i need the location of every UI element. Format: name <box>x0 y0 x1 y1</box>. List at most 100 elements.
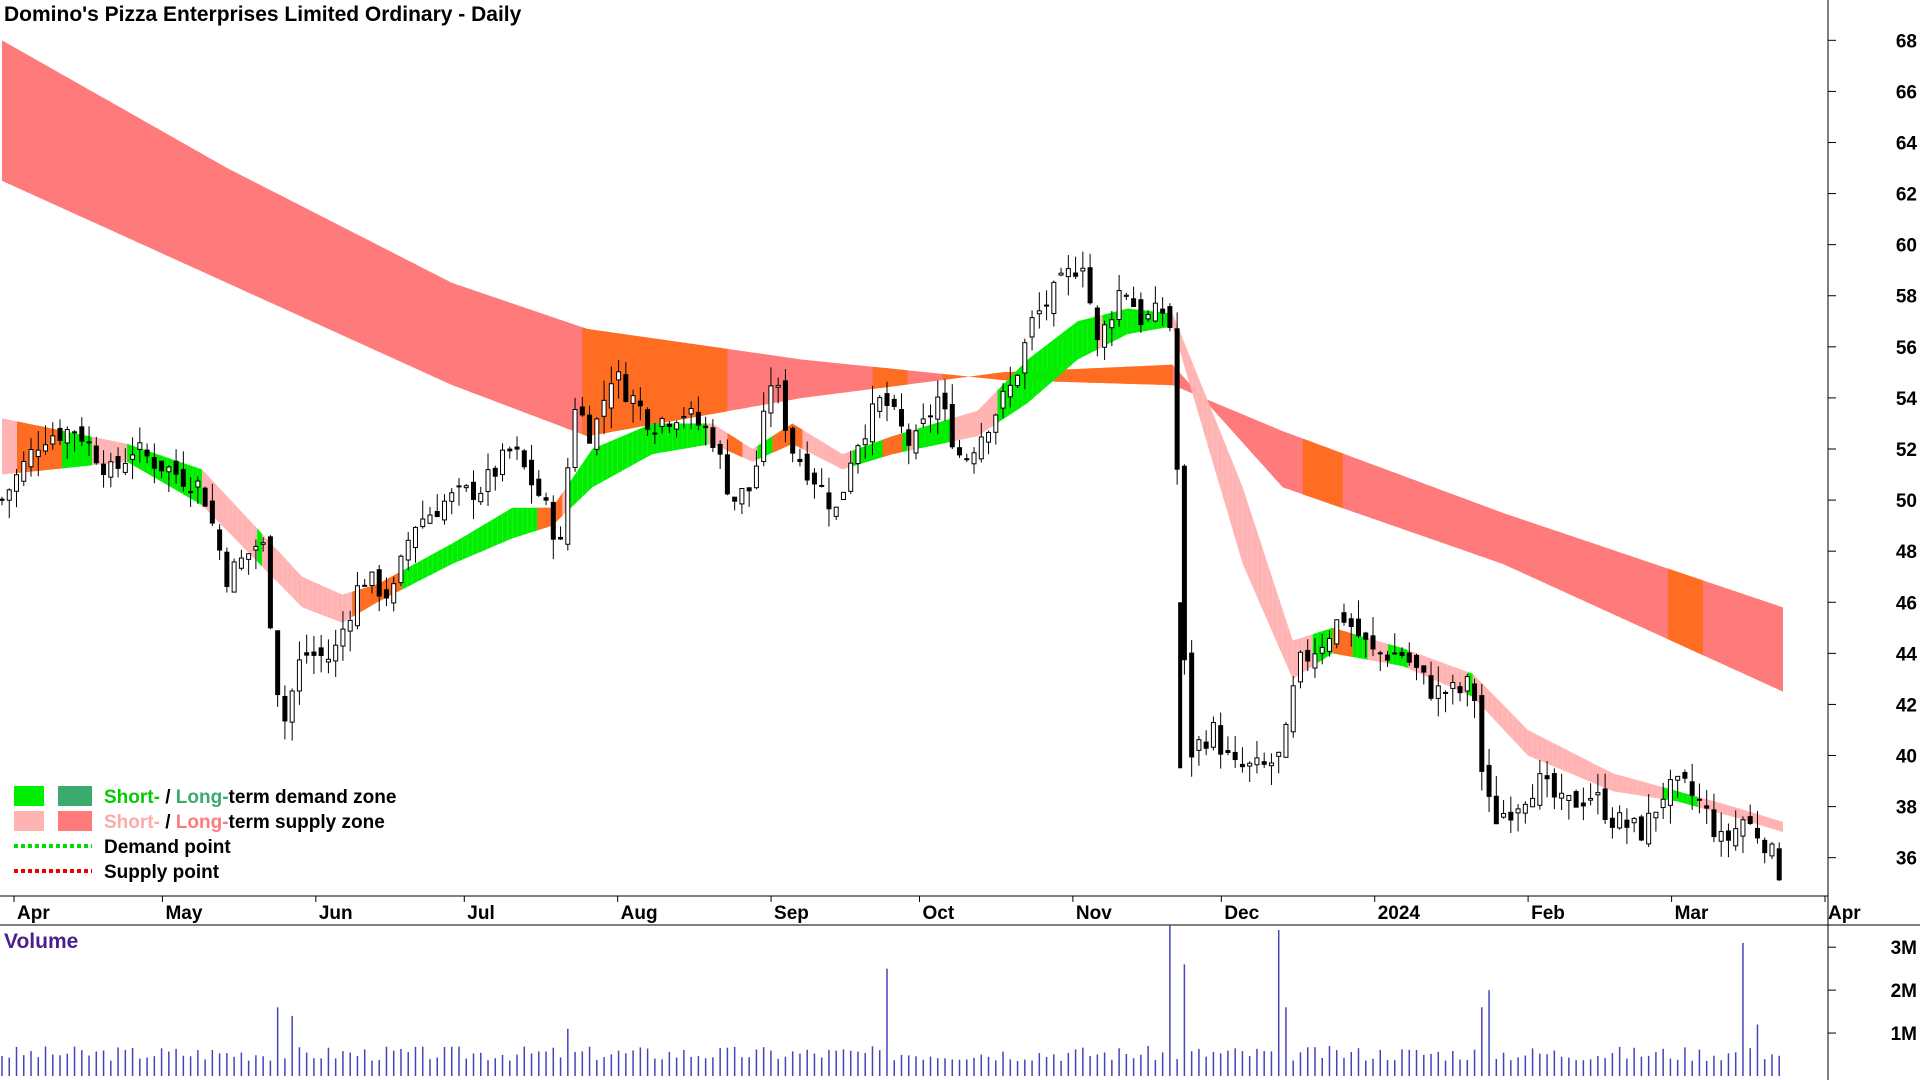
candle-body <box>64 429 70 444</box>
candle-body <box>724 454 730 495</box>
candle-body <box>1326 637 1332 652</box>
price-tick-label: 62 <box>1896 185 1917 206</box>
short-band-segment <box>657 423 663 454</box>
short-band-segment <box>617 436 623 474</box>
candle-body <box>1580 802 1586 807</box>
candle-body <box>0 498 5 501</box>
short-band-segment <box>1187 350 1193 395</box>
short-band-segment <box>1052 336 1058 382</box>
candle-body <box>166 466 172 473</box>
candle-body <box>1051 281 1057 315</box>
short-band-segment <box>1527 730 1533 758</box>
short-band-segment <box>1062 328 1068 373</box>
short-band-segment <box>1662 787 1668 800</box>
short-band-segment <box>1532 732 1538 760</box>
candle-body <box>558 536 564 540</box>
candle-body <box>971 452 977 465</box>
short-band-segment <box>277 549 283 587</box>
candle-body <box>347 619 353 632</box>
candle-body <box>188 491 194 494</box>
candle-body <box>492 467 498 477</box>
candle-body <box>43 444 49 452</box>
candle-body <box>1631 817 1637 824</box>
short-band-segment <box>417 559 423 582</box>
candle-body <box>811 472 817 485</box>
candle-body <box>1740 819 1746 837</box>
short-band-segment <box>1047 340 1053 386</box>
short-band-segment <box>1207 400 1213 463</box>
date-tick-label: 2024 <box>1378 903 1421 924</box>
date-tick-label: Nov <box>1076 903 1112 924</box>
candle-body <box>1733 828 1739 847</box>
candle-body <box>1341 612 1347 623</box>
candle-body <box>1675 775 1681 781</box>
short-band-segment <box>437 549 443 572</box>
candle-body <box>1602 788 1608 821</box>
short-band-segment <box>1267 563 1273 633</box>
short-band-segment <box>742 442 748 460</box>
short-band-segment <box>767 436 773 456</box>
short-band-segment <box>1632 778 1638 796</box>
long-band-overlap-zone <box>942 373 993 380</box>
candle-body <box>57 427 63 441</box>
candle-body <box>659 418 665 427</box>
short-band-segment <box>522 507 528 536</box>
candle-body <box>209 500 215 524</box>
candle-body <box>463 485 469 489</box>
candle-body <box>579 406 585 416</box>
short-band-segment <box>1242 487 1248 576</box>
short-band-overlap-zone <box>727 433 743 458</box>
candle-body <box>695 411 701 426</box>
candle-body <box>1443 691 1449 694</box>
candle-body <box>1377 652 1383 655</box>
candle-body <box>717 444 723 455</box>
short-band-segment <box>502 510 508 543</box>
short-band-segment <box>1492 694 1498 724</box>
short-band-segment <box>1232 462 1238 547</box>
short-band-segment <box>1512 714 1518 745</box>
candle-body <box>594 418 600 450</box>
short-band-segment <box>1773 818 1778 831</box>
short-band-segment <box>1517 719 1523 751</box>
candle-body <box>122 462 128 473</box>
candle-body <box>601 399 607 417</box>
short-band-segment <box>1082 318 1088 357</box>
candle-body <box>1573 791 1579 808</box>
short-band-segment <box>1738 808 1743 820</box>
candle-body <box>739 488 745 505</box>
candle-body <box>920 418 926 424</box>
candle-body <box>246 553 252 560</box>
candlesticks <box>0 251 1782 882</box>
short-band-segment <box>292 566 298 603</box>
candle-body <box>1196 739 1202 751</box>
candle-body <box>1000 390 1006 409</box>
short-band-segment <box>1768 817 1773 830</box>
candle-body <box>1754 827 1760 839</box>
date-tick-label: Sep <box>774 903 809 924</box>
long-band-overlap-zone <box>872 366 908 389</box>
candle-body <box>1392 652 1398 655</box>
candle-body <box>449 492 455 502</box>
short-band-segment <box>222 490 228 531</box>
short-band-segment <box>837 451 843 470</box>
short-band-segment <box>1392 645 1398 666</box>
short-band-segment <box>272 544 278 582</box>
short-band-segment <box>1552 742 1558 769</box>
short-band-segment <box>972 410 978 438</box>
candle-body <box>1624 819 1630 828</box>
short-band-segment <box>312 581 318 614</box>
short-band-segment <box>532 507 538 532</box>
short-band-segment <box>822 441 828 462</box>
short-band-segment <box>317 583 323 615</box>
short-band-segment <box>1027 355 1033 403</box>
candle-body <box>1239 763 1245 768</box>
short-band-segment <box>322 585 328 617</box>
short-band-segment <box>1657 785 1663 800</box>
short-band-segment <box>967 412 973 439</box>
short-band-segment <box>1157 311 1163 329</box>
candle-body <box>130 454 136 460</box>
candle-body <box>710 427 716 448</box>
short-band-segment <box>1237 474 1243 564</box>
short-band-segment <box>1217 425 1223 497</box>
short-band-segment <box>1227 450 1233 530</box>
